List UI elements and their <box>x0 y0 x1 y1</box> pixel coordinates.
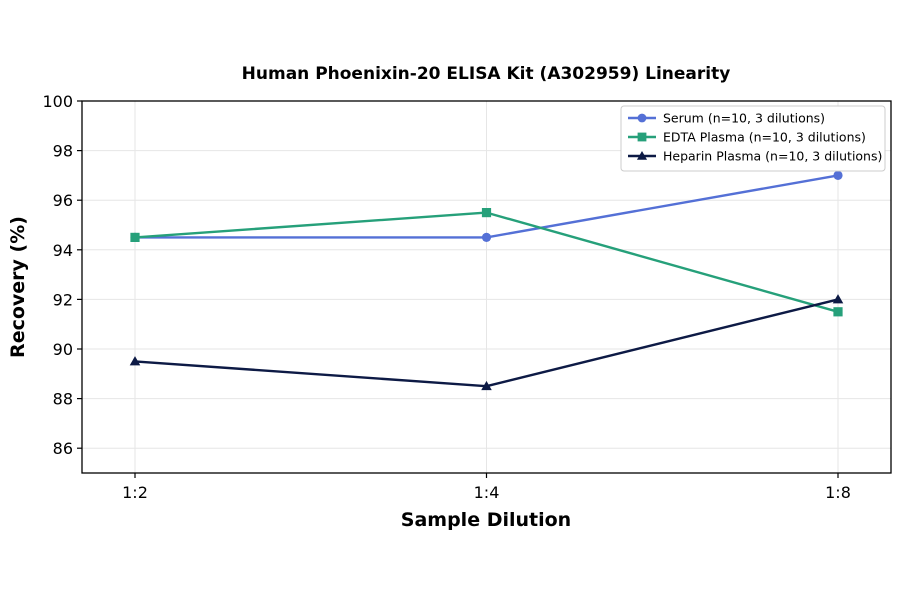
series-layer <box>129 170 844 391</box>
legend-swatch-marker <box>637 132 647 142</box>
series-2 <box>129 294 844 391</box>
legend: Serum (n=10, 3 dilutions) EDTA Plasma (n=… <box>620 105 886 172</box>
y-tick-label: 90 <box>53 340 73 359</box>
legend-swatch-marker <box>636 150 648 160</box>
y-axis-label: Recovery (%) <box>7 216 29 358</box>
legend-entry: Heparin Plasma (n=10, 3 dilutions) <box>628 149 882 164</box>
y-tick-label: 86 <box>53 439 73 458</box>
x-tick-label: 1:2 <box>122 483 148 502</box>
y-tick-label: 98 <box>53 142 73 161</box>
series-1 <box>130 208 843 317</box>
y-tick-label: 92 <box>53 290 73 309</box>
x-tick-label: 1:4 <box>474 483 500 502</box>
axis-ticks: 86 88 90 92 94 96 98 100 1:2 1:4 1:8 <box>42 92 850 502</box>
legend-label: Heparin Plasma (n=10, 3 dilutions) <box>663 149 882 164</box>
data-point <box>129 356 141 366</box>
x-tick-label: 1:8 <box>825 483 851 502</box>
data-point <box>832 294 844 304</box>
legend-label: EDTA Plasma (n=10, 3 dilutions) <box>663 130 866 145</box>
legend-entry: EDTA Plasma (n=10, 3 dilutions) <box>628 130 866 145</box>
y-tick-label: 96 <box>53 191 73 210</box>
data-point <box>481 232 492 242</box>
data-point <box>481 380 492 391</box>
legend-label: Serum (n=10, 3 dilutions) <box>663 111 825 126</box>
legend-swatch-marker <box>637 113 647 123</box>
data-point <box>833 170 843 180</box>
x-axis-label: Sample Dilution <box>401 509 571 531</box>
y-tick-label: 94 <box>53 241 73 260</box>
chart-title: Human Phoenixin-20 ELISA Kit (A302959) L… <box>242 64 731 84</box>
y-tick-label: 100 <box>42 92 73 111</box>
data-point <box>833 307 843 317</box>
data-point <box>481 208 492 218</box>
legend-entry: Serum (n=10, 3 dilutions) <box>628 111 825 126</box>
legend-box <box>620 105 886 172</box>
data-point <box>130 232 140 242</box>
y-tick-label: 88 <box>53 390 73 409</box>
